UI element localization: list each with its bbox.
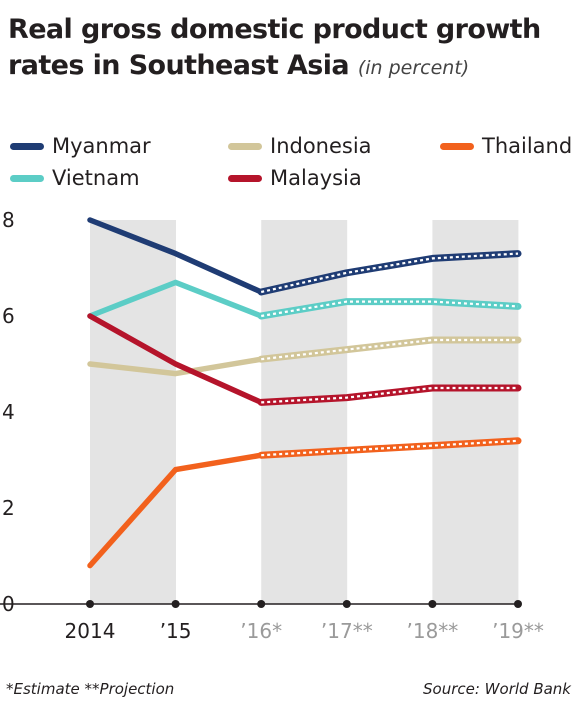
x-tick-label-19: ’19**	[492, 619, 544, 643]
legend-label-thailand: Thailand	[482, 134, 573, 158]
chart-legend: Myanmar Vietnam Indonesia Malaysia Thailand	[0, 130, 577, 200]
legend-label-malaysia: Malaysia	[270, 166, 362, 190]
x-tick-label-17: ’17**	[321, 619, 373, 643]
x-tick-label-2014: 2014	[65, 619, 116, 643]
legend-swatch-vietnam	[10, 174, 44, 182]
legend-item-thailand: Thailand	[440, 132, 572, 160]
y-tick-label-0: 0	[2, 592, 15, 616]
legend-swatch-thailand	[440, 142, 474, 150]
footnote: *Estimate **Projection	[6, 680, 175, 698]
y-tick-label-8: 8	[2, 208, 15, 232]
legend-swatch-malaysia	[228, 174, 262, 182]
y-tick-label-6: 6	[2, 304, 15, 328]
legend-label-myanmar: Myanmar	[52, 134, 151, 158]
myanmar-line-estimated-dots	[260, 252, 519, 294]
x-tick-dot-17	[342, 600, 351, 608]
indonesia-line-estimated-dots	[261, 338, 518, 361]
legend-label-indonesia: Indonesia	[270, 134, 372, 158]
vietnam-line-estimated-dots	[261, 300, 519, 318]
legend-item-malaysia: Malaysia	[228, 164, 362, 192]
thailand-line-estimated-dots	[261, 439, 519, 457]
chart-title-unit: (in percent)	[357, 57, 470, 79]
line-chart: 0 2 4 6 8 2014 ’15 ’16* ’17** ’18** ’19**	[0, 208, 544, 643]
legend-swatch-indonesia	[228, 142, 262, 150]
legend-label-vietnam: Vietnam	[52, 166, 140, 190]
y-tick-label-2: 2	[2, 496, 15, 520]
malaysia-line-estimated-dots	[261, 386, 518, 404]
source-note: Source: World Bank	[423, 680, 571, 698]
x-tick-dot-2014	[86, 600, 94, 608]
legend-item-myanmar: Myanmar	[10, 132, 151, 160]
chart-title: Real gross domestic product growth rates…	[8, 12, 573, 86]
x-tick-dot-18	[428, 600, 437, 608]
legend-item-vietnam: Vietnam	[10, 164, 140, 192]
x-tick-dot-16	[257, 600, 266, 608]
shaded-column-18	[432, 220, 519, 604]
x-tick-dot-15	[171, 600, 180, 608]
x-tick-dot-19	[514, 600, 522, 608]
legend-swatch-myanmar	[10, 142, 44, 150]
x-tick-label-15: ’15	[160, 619, 192, 643]
x-tick-label-18: ’18**	[406, 619, 458, 643]
shaded-column-2014	[90, 220, 176, 604]
legend-item-indonesia: Indonesia	[228, 132, 372, 160]
y-tick-label-4: 4	[2, 400, 15, 424]
x-tick-label-16: ’16*	[240, 619, 282, 643]
chart-title-main: Real gross domestic product growth rates…	[8, 14, 541, 81]
